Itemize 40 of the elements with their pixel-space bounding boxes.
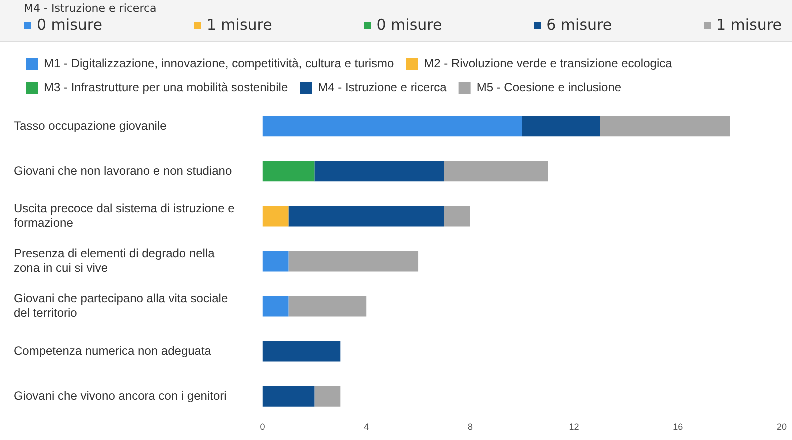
bar: [262, 342, 341, 362]
x-tick-label: 20: [776, 422, 788, 432]
y-tick-label: Giovani che vivono ancora con i genitori: [14, 389, 227, 403]
bar: [262, 251, 289, 272]
bar: [522, 116, 600, 137]
legend-label: M5 - Coesione e inclusione: [476, 80, 622, 94]
bar: [600, 116, 730, 137]
bar: [288, 251, 419, 272]
y-tick-label: Presenza di elementi di degrado nella zona in cui si vive: [14, 246, 216, 276]
text: 1 misure: [716, 16, 782, 34]
text: 1 misure: [206, 16, 272, 34]
bar: [288, 206, 444, 227]
text: M4 - Istruzione e ricerca: [24, 2, 158, 15]
legend-label: M2 - Rivoluzione verde e transizione ecologica: [424, 56, 673, 70]
bar: [314, 386, 341, 407]
text: 0 misure: [376, 16, 442, 34]
bar: [262, 296, 289, 317]
bar: [444, 161, 548, 182]
bar: [314, 161, 444, 182]
y-tick-label: Competenza numerica non adeguata: [14, 344, 212, 358]
y-tick-label: Tasso occupazione giovanile: [14, 118, 168, 133]
text: 0 misure: [36, 16, 102, 34]
bar: [444, 206, 470, 227]
legend-label: M1 - Digitalizzazione, innovazione, competitività, cultura e turismo: [44, 56, 394, 70]
bar: [262, 386, 315, 407]
y-tick-label: Giovani che partecipano alla vita sociale del territorio: [14, 292, 228, 320]
x-tick-label: 12: [569, 422, 580, 432]
text: 6 misure: [546, 16, 612, 34]
x-tick-label: 8: [468, 422, 473, 432]
y-tick-label: Uscita precoce dal sistema di istruzione e formazione: [14, 202, 236, 230]
x-tick-label: 16: [673, 422, 684, 432]
bar: [288, 296, 367, 317]
x-tick-label: 0: [260, 422, 266, 432]
bar: [262, 161, 315, 182]
legend-label: M3 - Infrastrutture per una mobilità sostenibile: [44, 80, 288, 94]
x-tick-label: 4: [364, 422, 370, 432]
bar: [262, 116, 522, 137]
y-tick-label: Giovani che non lavorano e non studiano: [14, 164, 232, 178]
bar: [262, 206, 289, 227]
legend-label: M4 - Istruzione e ricerca: [318, 80, 448, 94]
